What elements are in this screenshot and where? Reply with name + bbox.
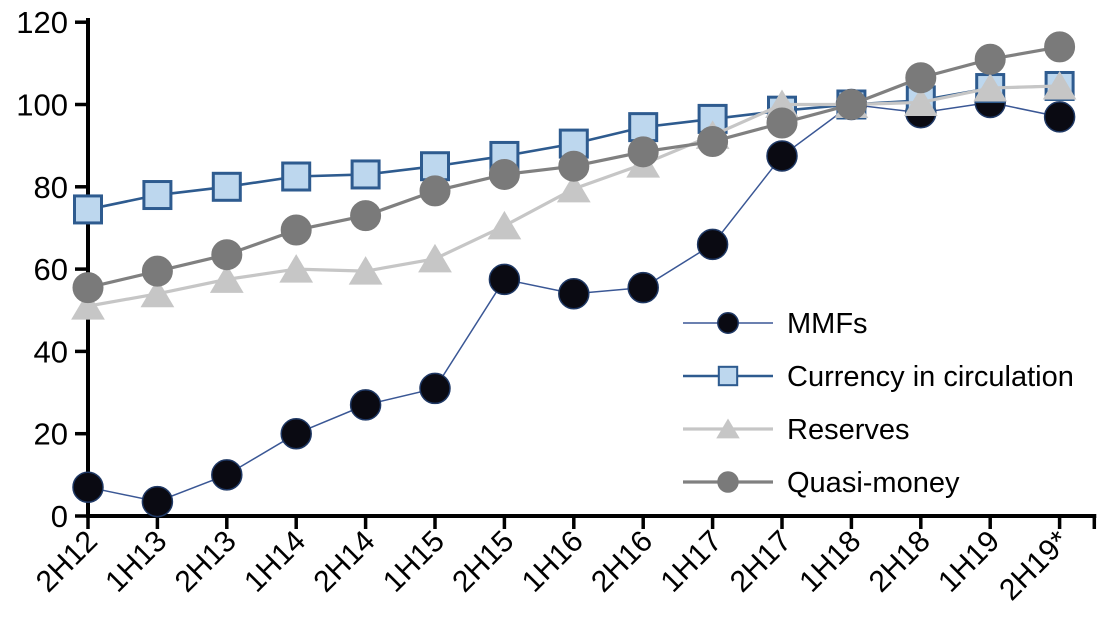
- y-tick-label: 100: [16, 88, 68, 123]
- x-tick-label: 2H16: [585, 525, 659, 599]
- triangle-marker: [71, 291, 105, 320]
- square-marker: [73, 194, 103, 225]
- dot-marker: [558, 278, 590, 310]
- x-tick-label: 1H16: [516, 525, 590, 599]
- legend-square-marker: [717, 365, 739, 387]
- y-tick-label: 60: [34, 252, 68, 287]
- x-tick-label: 2H18: [863, 525, 937, 599]
- legend-item-reserves: Reserves: [683, 414, 910, 446]
- dot-marker: [488, 263, 521, 296]
- dot-marker: [211, 459, 243, 491]
- x-tick-label: 1H13: [99, 525, 173, 599]
- x-tick-label: 2H19*: [993, 524, 1076, 607]
- triangle-marker: [487, 210, 522, 240]
- x-tick-label: 2H17: [724, 525, 798, 599]
- series-reserves: [71, 71, 1077, 320]
- x-tick-label: 1H15: [377, 525, 451, 599]
- dot-marker: [766, 140, 798, 172]
- triangle-marker: [418, 243, 452, 273]
- x-tick-label: 1H17: [655, 525, 729, 599]
- triangle-marker: [1042, 71, 1077, 100]
- y-tick-label: 40: [34, 334, 68, 369]
- x-tick-label: 1H14: [238, 525, 312, 599]
- circle-marker: [1044, 31, 1076, 63]
- circle-marker: [488, 158, 520, 190]
- y-tick-label: 80: [34, 170, 68, 205]
- circle-marker: [905, 62, 937, 94]
- square-marker: [350, 159, 381, 190]
- dot-marker: [419, 372, 451, 405]
- y-tick-label: 0: [51, 499, 68, 534]
- x-axis: 2H121H132H131H142H141H152H151H162H161H17…: [30, 514, 1097, 607]
- x-tick-label: 1H18: [793, 525, 867, 599]
- y-axis: 0 20 40 60 80 100 120: [16, 5, 90, 534]
- triangle-marker: [348, 256, 383, 285]
- x-tick-label: 2H14: [308, 525, 382, 599]
- circle-marker: [835, 89, 867, 120]
- legend-label: Currency in circulation: [787, 361, 1074, 393]
- circle-marker: [72, 272, 104, 304]
- legend-label: Reserves: [787, 414, 910, 446]
- triangle-marker: [209, 264, 244, 293]
- legend-item-mmfs: MMFs: [683, 308, 868, 340]
- triangle-marker: [903, 87, 938, 116]
- x-tick-label: 1H19: [932, 525, 1006, 599]
- legend-triangle-marker: [716, 418, 740, 439]
- x-tick-label: 2H12: [30, 525, 104, 599]
- circle-marker: [627, 136, 659, 168]
- triangle-marker: [140, 278, 175, 308]
- legend: MMFs Currency in circulation Reserves Quasi…: [683, 308, 1074, 499]
- circle-marker: [974, 43, 1006, 75]
- dot-marker: [1043, 101, 1076, 133]
- circle-marker: [766, 107, 798, 139]
- dot-marker: [696, 228, 729, 261]
- circle-marker: [211, 239, 243, 271]
- square-marker: [142, 180, 173, 211]
- circle-marker: [350, 200, 382, 232]
- circle-marker: [141, 255, 173, 287]
- legend-circle-marker: [717, 471, 739, 493]
- circle-marker: [697, 126, 729, 158]
- series-quasi-money: [72, 31, 1076, 304]
- circle-marker: [280, 214, 312, 246]
- square-marker: [211, 171, 242, 202]
- legend-item-quasi-money: Quasi-money: [683, 467, 960, 499]
- legend-label: MMFs: [787, 308, 868, 340]
- dot-marker: [141, 485, 174, 518]
- circle-marker: [419, 175, 451, 207]
- legend-item-currency-in-circulation: Currency in circulation: [683, 361, 1074, 393]
- y-tick-label: 20: [34, 417, 68, 452]
- triangle-marker: [279, 254, 314, 283]
- x-tick-label: 2H15: [446, 525, 520, 599]
- legend-dot-marker: [717, 312, 739, 334]
- dot-marker: [349, 389, 382, 421]
- triangle-marker: [973, 73, 1008, 102]
- dot-marker: [72, 471, 104, 503]
- y-tick-label: 120: [16, 5, 68, 40]
- circle-marker: [558, 150, 590, 182]
- triangle-marker: [556, 173, 591, 203]
- legend-label: Quasi-money: [787, 467, 960, 499]
- dot-marker: [280, 417, 312, 450]
- dot-marker: [627, 271, 659, 304]
- square-marker: [281, 161, 312, 192]
- x-tick-label: 2H13: [169, 525, 243, 599]
